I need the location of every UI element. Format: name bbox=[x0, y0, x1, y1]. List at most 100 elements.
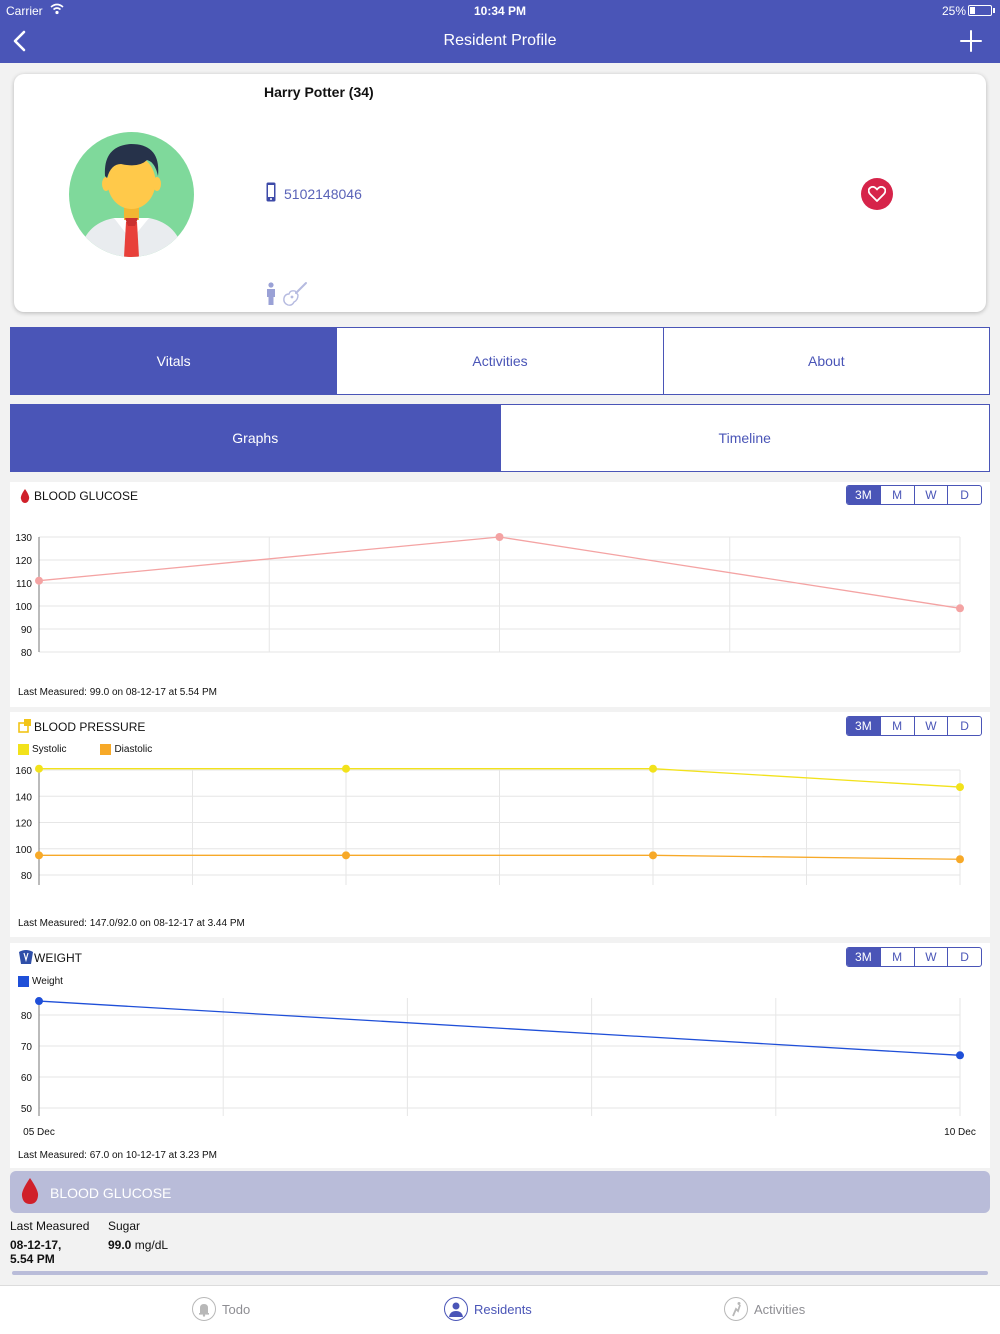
data-point bbox=[35, 576, 43, 585]
weight-section: WEIGHT 3M M W D Weight 80 70 60 50 05 Dec 10 … bbox=[10, 943, 990, 1168]
y-tick-label: 100 bbox=[15, 845, 32, 856]
tab-activities[interactable]: Activities bbox=[337, 328, 664, 394]
series-line-0 bbox=[38, 1000, 961, 1056]
scroll-indicator[interactable] bbox=[12, 1271, 988, 1275]
last-measured-date: 08-12-17, 5.54 PM bbox=[10, 1238, 61, 1266]
range-d[interactable]: D bbox=[960, 719, 969, 733]
pressure-chart: 160 140 120 100 80 bbox=[15, 764, 964, 885]
avatar bbox=[69, 132, 194, 257]
weight-legend: Weight bbox=[18, 976, 63, 987]
tabbar-activities[interactable]: Activities bbox=[724, 1296, 805, 1322]
pressure-range-selector: 3M M W D bbox=[846, 716, 982, 736]
data-point bbox=[956, 1051, 964, 1060]
range-3m[interactable]: 3M bbox=[847, 486, 881, 504]
weight-last-measured: Last Measured: 67.0 on 10-12-17 at 3.23 … bbox=[18, 1150, 218, 1161]
favorite-button[interactable] bbox=[861, 178, 893, 210]
glucose-chart: 130 120 110 100 90 80 bbox=[15, 533, 964, 659]
weight-icon bbox=[19, 950, 33, 964]
y-tick-label: 120 bbox=[15, 819, 32, 830]
y-tick-label: 60 bbox=[21, 1073, 33, 1084]
bottom-tab-bar: Todo Residents Activities bbox=[0, 1285, 1000, 1334]
battery-icon bbox=[968, 5, 992, 16]
last-measured-label: Last Measured bbox=[10, 1219, 90, 1233]
weight-range-selector: 3M M W D bbox=[846, 947, 982, 967]
back-button[interactable] bbox=[8, 26, 36, 56]
glucose-summary-header[interactable]: BLOOD GLUCOSE bbox=[10, 1171, 990, 1213]
legend-swatch-weight bbox=[18, 976, 29, 987]
range-d[interactable]: D bbox=[960, 950, 969, 964]
range-w[interactable]: W bbox=[915, 486, 949, 504]
y-tick-label: 100 bbox=[15, 602, 32, 613]
glucose-range-selector: 3M M W D bbox=[846, 485, 982, 505]
sugar-number: 99.0 bbox=[108, 1238, 132, 1252]
glucose-section: BLOOD GLUCOSE 3M M W D 130 120 110 100 90 80 … bbox=[10, 482, 990, 707]
glucose-last-measured: Last Measured: 99.0 on 08-12-17 at 5.54 … bbox=[18, 687, 218, 698]
tab-timeline[interactable]: Timeline bbox=[718, 430, 771, 446]
vitals-subtabs: Graphs Timeline bbox=[10, 404, 990, 472]
y-tick-label: 80 bbox=[21, 1011, 33, 1022]
sugar-value: 99.0 mg/dL bbox=[108, 1238, 168, 1252]
tabbar-residents[interactable]: Residents bbox=[444, 1296, 532, 1322]
data-point bbox=[649, 851, 657, 860]
last-measured-date-line1: 08-12-17, bbox=[10, 1238, 62, 1252]
data-point bbox=[35, 764, 43, 773]
y-tick-label: 160 bbox=[15, 766, 32, 777]
add-button[interactable] bbox=[958, 28, 984, 54]
page-title: Resident Profile bbox=[443, 32, 557, 49]
y-tick-label: 120 bbox=[15, 556, 32, 567]
x-tick-label: 10 Dec bbox=[944, 1127, 976, 1138]
top-bar: Carrier 10:34 PM 25% Resident Profile bbox=[0, 0, 1000, 63]
range-3m[interactable]: 3M bbox=[847, 948, 881, 966]
y-tick-label: 80 bbox=[21, 648, 33, 659]
y-tick-label: 90 bbox=[21, 625, 33, 636]
pressure-section: BLOOD PRESSURE 3M M W D Systolic Diastol… bbox=[10, 712, 990, 937]
tabbar-todo[interactable]: Todo bbox=[192, 1296, 250, 1322]
phone-icon bbox=[266, 182, 276, 202]
range-3m[interactable]: 3M bbox=[847, 717, 881, 735]
phone-number[interactable]: 5102148046 bbox=[284, 186, 362, 202]
data-point bbox=[649, 764, 657, 773]
bell-icon bbox=[192, 1297, 216, 1321]
wifi-icon bbox=[50, 3, 64, 15]
tabbar-residents-label: Residents bbox=[474, 1301, 532, 1317]
guitar-icon bbox=[283, 282, 307, 306]
legend-label-systolic: Systolic bbox=[32, 744, 67, 755]
glucose-summary-title: BLOOD GLUCOSE bbox=[50, 1185, 172, 1201]
legend-swatch-systolic bbox=[18, 744, 29, 755]
tab-graphs[interactable]: Graphs bbox=[11, 405, 501, 471]
legend-weight: Weight bbox=[18, 976, 63, 987]
range-w[interactable]: W bbox=[915, 717, 949, 735]
carrier-label: Carrier bbox=[6, 4, 43, 18]
profile-card: Harry Potter (34) 5102148046 bbox=[14, 74, 986, 312]
range-m[interactable]: M bbox=[881, 948, 915, 966]
data-point bbox=[342, 851, 350, 860]
resident-name: Harry Potter (34) bbox=[264, 84, 374, 100]
nav-bar: Resident Profile bbox=[0, 22, 1000, 62]
clock: 10:34 PM bbox=[473, 4, 527, 18]
data-point bbox=[956, 855, 964, 864]
data-point bbox=[35, 851, 43, 860]
tab-vitals[interactable]: Vitals bbox=[11, 328, 338, 394]
tabbar-activities-label: Activities bbox=[754, 1301, 806, 1317]
profile-tabs: Vitals Activities About bbox=[10, 327, 990, 395]
sugar-label: Sugar bbox=[108, 1219, 141, 1233]
range-m[interactable]: M bbox=[881, 717, 915, 735]
range-d[interactable]: D bbox=[960, 488, 969, 502]
legend-diastolic: Diastolic bbox=[100, 744, 152, 755]
y-tick-label: 130 bbox=[15, 533, 32, 544]
activity-icon bbox=[724, 1297, 748, 1321]
legend-label-diastolic: Diastolic bbox=[114, 744, 153, 755]
last-measured-date-line2: 5.54 PM bbox=[10, 1252, 55, 1266]
pressure-last-measured: Last Measured: 147.0/92.0 on 08-12-17 at… bbox=[18, 918, 245, 929]
data-point bbox=[956, 604, 964, 613]
tab-about[interactable]: About bbox=[808, 353, 845, 369]
legend-systolic: Systolic bbox=[18, 744, 66, 755]
range-w[interactable]: W bbox=[915, 948, 949, 966]
y-tick-label: 110 bbox=[16, 579, 32, 590]
data-point bbox=[495, 533, 504, 541]
series-line-1 bbox=[39, 854, 961, 860]
range-m[interactable]: M bbox=[881, 486, 915, 504]
weight-chart: 80 70 60 50 05 Dec 10 Dec bbox=[21, 997, 976, 1138]
data-point bbox=[956, 783, 964, 792]
